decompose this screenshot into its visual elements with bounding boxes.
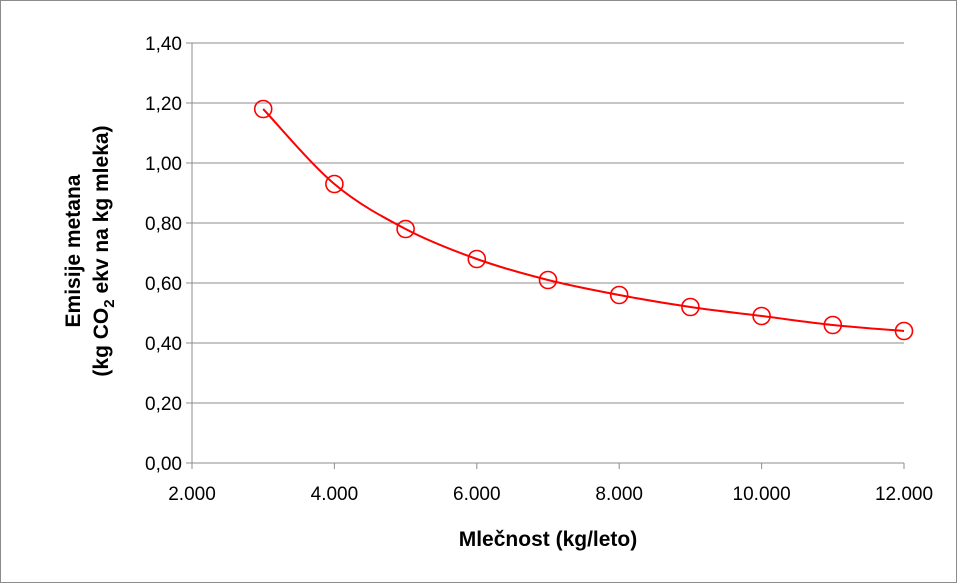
y-tick-label: 0,60 (145, 274, 182, 295)
y-tick-label: 1,40 (145, 34, 182, 55)
data-point (467, 249, 487, 269)
x-tick-label: 6.000 (453, 484, 501, 505)
y-tick-label: 0,40 (145, 334, 182, 355)
data-point (894, 321, 914, 341)
data-point (752, 306, 771, 326)
y-tick-label: 1,20 (145, 94, 182, 115)
axes (186, 42, 905, 469)
x-tick-label: 4.000 (311, 484, 359, 505)
y-axis-title-line1: Emisije metana (62, 174, 85, 327)
x-tick-label: 10.000 (733, 484, 791, 505)
data-point (609, 285, 629, 305)
x-axis-title: Mlečnost (kg/leto) (459, 528, 638, 551)
x-tick-label: 2.000 (168, 484, 216, 505)
data-point (681, 297, 700, 317)
x-tick-label: 8.000 (595, 484, 643, 505)
y-tick-label: 1,00 (145, 154, 182, 175)
x-tick-labels: 2.000 4.000 6.000 8.000 10.000 12.000 (168, 484, 933, 505)
data-point (396, 219, 415, 239)
data-point (325, 174, 344, 194)
gridlines (192, 42, 904, 404)
data-point (538, 270, 558, 290)
data-point (823, 315, 843, 335)
series-line (262, 108, 905, 332)
y-axis-title-prefix: (kg CO (90, 308, 113, 377)
y-tick-label: 0,20 (145, 394, 182, 415)
y-axis-title: Emisije metana (kg CO2 ekv na kg mleka) (62, 125, 118, 376)
y-tick-label: 0,00 (145, 454, 182, 475)
series-group (253, 99, 914, 341)
y-axis-title-line2: (kg CO2 ekv na kg mleka) (90, 125, 118, 376)
y-axis-title-suffix: ekv na kg mleka) (90, 125, 113, 299)
data-point (253, 99, 273, 119)
x-tick-label: 12.000 (875, 484, 933, 505)
y-tick-labels: 0,00 0,20 0,40 0,60 0,80 1,00 1,20 1,40 (145, 34, 182, 475)
y-axis-title-subscript: 2 (101, 299, 118, 307)
y-tick-label: 0,80 (145, 214, 182, 235)
